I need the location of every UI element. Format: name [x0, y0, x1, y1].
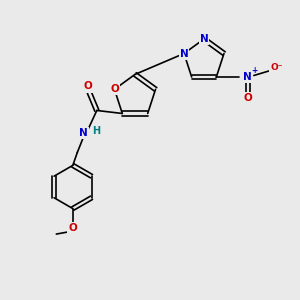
Text: O: O [83, 82, 92, 92]
Text: O: O [68, 223, 77, 233]
Text: N: N [79, 128, 88, 138]
Text: H: H [92, 127, 100, 136]
Text: N: N [180, 49, 188, 58]
Text: O: O [244, 93, 252, 103]
Text: N: N [244, 72, 252, 82]
Text: N: N [200, 34, 208, 44]
Text: O: O [110, 84, 119, 94]
Text: O⁻: O⁻ [270, 64, 283, 73]
Text: +: + [252, 66, 258, 75]
